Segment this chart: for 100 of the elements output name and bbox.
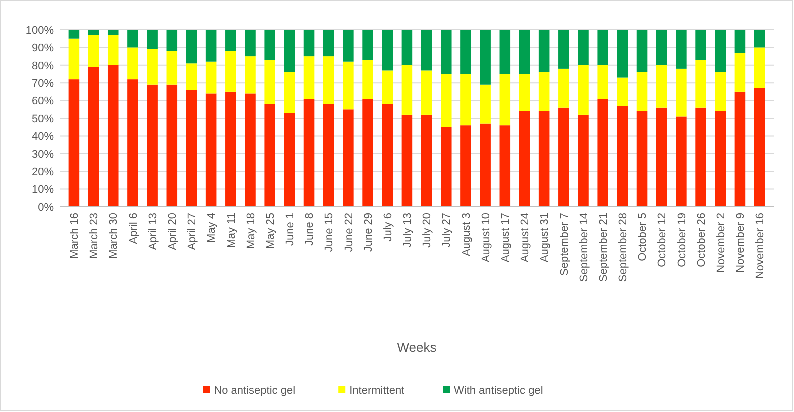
bar	[734, 53, 746, 92]
bar	[578, 30, 589, 66]
y-tick-label: 50%	[32, 113, 54, 126]
bar	[362, 99, 374, 207]
y-tick-label: 40%	[32, 131, 54, 144]
x-tick-label: October 12	[656, 213, 669, 268]
bar	[480, 124, 491, 207]
bar	[382, 30, 394, 71]
x-tick-label: October 19	[676, 213, 688, 268]
x-tick-label: April 27	[186, 213, 199, 250]
bar	[382, 70, 394, 104]
bar	[147, 30, 158, 50]
bar	[480, 30, 491, 85]
bar	[264, 30, 276, 60]
bar	[402, 65, 413, 115]
bar	[538, 111, 550, 207]
bar	[402, 114, 413, 207]
bar	[186, 64, 198, 90]
bar	[558, 108, 570, 207]
x-tick-label: July 6	[382, 213, 394, 242]
bar	[656, 30, 668, 66]
bar	[636, 30, 648, 72]
bar	[264, 60, 276, 104]
bar	[128, 80, 138, 207]
bar	[147, 49, 158, 85]
bar	[598, 65, 608, 100]
bar	[226, 51, 236, 92]
bar	[696, 30, 706, 60]
x-tick-label: May 4	[206, 213, 218, 243]
bar	[284, 113, 296, 207]
x-tick-label: April 13	[147, 213, 160, 250]
bar	[284, 30, 296, 72]
bar	[68, 30, 80, 39]
y-tick-label: 0%	[38, 202, 54, 214]
bar	[166, 30, 178, 52]
bar	[402, 30, 413, 66]
bar	[343, 30, 354, 62]
bar	[578, 65, 589, 115]
bar	[440, 74, 452, 128]
bar	[343, 110, 354, 207]
bar	[500, 126, 511, 207]
bar	[421, 114, 432, 207]
x-tick-label: March 16	[69, 213, 82, 259]
x-tick-label: August 24	[520, 213, 532, 263]
x-tick-label: April 20	[166, 213, 179, 250]
x-tick-label: May 18	[245, 213, 258, 250]
bar	[206, 30, 217, 62]
bar	[421, 70, 432, 115]
y-tick-label: 80%	[32, 60, 54, 72]
x-tick-label: September 28	[618, 213, 630, 282]
bar	[538, 72, 550, 112]
bar	[245, 94, 256, 207]
bar	[147, 84, 158, 207]
x-tick-label: November 2	[715, 213, 728, 273]
bar	[696, 60, 706, 108]
x-tick-label: August 31	[539, 213, 552, 263]
bar	[734, 92, 746, 207]
bar	[617, 78, 628, 106]
x-tick-label: August 17	[500, 213, 512, 263]
y-tick-label: 70%	[32, 78, 54, 90]
bar	[754, 88, 766, 207]
bar	[480, 84, 491, 124]
x-axis-title: Weeks	[397, 340, 438, 355]
bar	[440, 127, 452, 207]
bar	[68, 80, 80, 207]
bar	[323, 56, 334, 104]
bar	[676, 30, 687, 69]
bar	[304, 30, 315, 57]
y-tick-label: 10%	[32, 184, 54, 196]
x-tick-label: June 29	[362, 213, 375, 252]
bar	[186, 90, 198, 207]
x-tick-label: November 9	[735, 213, 748, 273]
bar	[734, 30, 746, 54]
x-tick-label: September 7	[558, 213, 571, 276]
bar	[636, 72, 648, 112]
bar	[500, 74, 511, 126]
x-tick-label: September 14	[578, 213, 590, 282]
bar	[598, 99, 608, 207]
bar	[460, 126, 472, 207]
x-tick-label: October 5	[637, 213, 650, 262]
bar	[304, 99, 315, 207]
bar	[166, 51, 178, 85]
bar	[421, 30, 432, 71]
bar	[206, 94, 217, 207]
x-tick-label: March 23	[88, 213, 101, 259]
bar	[558, 30, 570, 69]
bar	[108, 30, 119, 36]
bar	[715, 30, 726, 72]
x-tick-label: June 8	[304, 213, 316, 246]
bar	[304, 56, 315, 100]
bar	[323, 104, 334, 207]
bar	[108, 65, 119, 207]
x-tick-label: June 22	[343, 213, 356, 252]
bar	[108, 35, 119, 66]
bar	[676, 68, 687, 117]
bar	[519, 74, 530, 112]
x-tick-label: May 25	[264, 213, 277, 250]
bar	[88, 30, 100, 36]
bar	[245, 30, 256, 57]
bar	[245, 56, 256, 94]
